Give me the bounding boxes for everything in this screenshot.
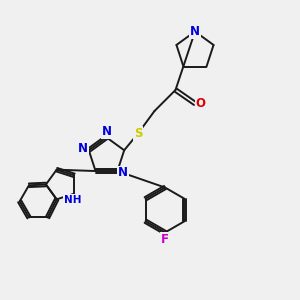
Text: N: N bbox=[78, 142, 88, 155]
Text: O: O bbox=[195, 97, 206, 110]
Text: F: F bbox=[161, 233, 169, 246]
Text: S: S bbox=[134, 127, 142, 140]
Text: N: N bbox=[102, 125, 112, 138]
Text: N: N bbox=[190, 25, 200, 38]
Text: NH: NH bbox=[64, 195, 81, 205]
Text: N: N bbox=[118, 166, 128, 179]
